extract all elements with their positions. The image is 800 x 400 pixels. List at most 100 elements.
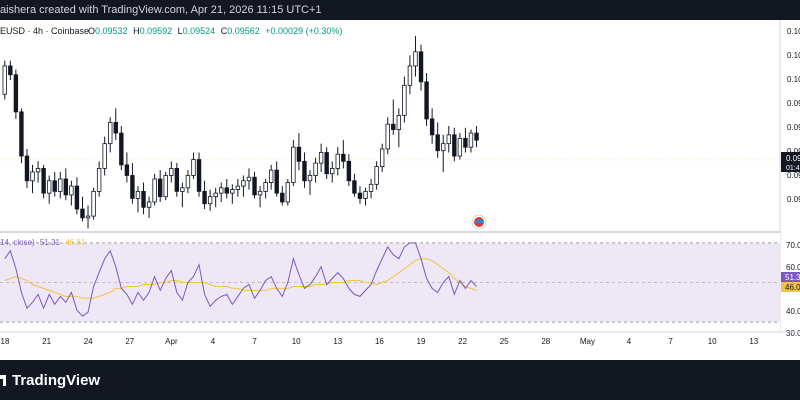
- candle: [413, 35, 418, 77]
- chart-area[interactable]: EUSD · 4h · Coinbase O0.09532 H0.09592 L…: [0, 20, 800, 360]
- time-axis-label: 4: [627, 337, 632, 346]
- legend-o-label: O: [88, 26, 95, 36]
- candle: [474, 126, 479, 148]
- candle-body-up: [30, 171, 35, 182]
- candle-body-up: [241, 180, 246, 187]
- legend-l-label: L: [178, 26, 183, 36]
- candle-body-up: [191, 159, 196, 176]
- candle-body-up: [468, 132, 474, 148]
- event-badge[interactable]: [471, 214, 487, 230]
- candle: [141, 182, 146, 215]
- candle: [357, 186, 363, 204]
- candle-body-down: [80, 208, 85, 219]
- tradingview-logo[interactable]: TradingView: [0, 368, 100, 392]
- candle-body-down: [357, 192, 363, 199]
- candle: [30, 164, 35, 194]
- legend-change: +0.00029 (+0.30%): [265, 26, 342, 36]
- rsi-current-label: 51.3: [785, 273, 800, 282]
- candle: [457, 133, 463, 160]
- candle-body-up: [108, 122, 113, 145]
- legend-c-value: 0.09562: [227, 26, 260, 36]
- candle: [163, 171, 168, 201]
- candle: [113, 108, 118, 141]
- rsi-legend: 14, close) 51.31 46.81: [0, 238, 86, 247]
- candle: [96, 161, 102, 197]
- footer-bar: [0, 360, 800, 400]
- candle: [19, 108, 24, 164]
- candle-body-down: [141, 190, 146, 208]
- candle: [85, 205, 91, 229]
- candle-body-up: [2, 65, 7, 95]
- legend-l-value: 0.09524: [183, 26, 216, 36]
- rsi-line: [4, 242, 477, 317]
- legend-symbol: EUSD · 4h · Coinbase: [0, 26, 89, 36]
- candle: [58, 171, 63, 199]
- candle: [230, 184, 235, 204]
- candle: [35, 161, 41, 183]
- candle-body-up: [413, 51, 418, 67]
- candle-body-down: [435, 134, 440, 152]
- candle: [91, 187, 96, 220]
- snapshot-caption: aishera created with TradingView.com, Ap…: [0, 0, 800, 20]
- candle: [213, 187, 218, 208]
- candle: [446, 126, 451, 153]
- candle-body-up: [446, 134, 451, 145]
- price-tick: 0.10: [787, 75, 800, 84]
- candle-body-up: [263, 182, 268, 192]
- rsi-axis-tick: 70.0: [786, 241, 800, 250]
- candle: [257, 186, 263, 208]
- time-axis-label: 28: [541, 337, 550, 346]
- price-axis[interactable]: 0.10 0.10 0.10 0.09 0.09 0.09 0.09 01:4 …: [781, 27, 800, 204]
- candle-body-up: [268, 169, 274, 183]
- candle: [268, 164, 274, 190]
- price-pane[interactable]: [0, 20, 780, 232]
- candle-body-down: [224, 187, 229, 194]
- candle: [429, 108, 435, 144]
- candle-body-down: [452, 134, 457, 157]
- candle: [157, 170, 163, 202]
- time-axis-label: 10: [292, 337, 301, 346]
- candle-body-up: [169, 167, 174, 176]
- candle-body-down: [352, 180, 357, 194]
- candle: [63, 168, 69, 201]
- candle: [252, 171, 257, 199]
- candle-body-down: [302, 160, 307, 182]
- candle: [341, 140, 346, 169]
- candle-body-up: [180, 187, 185, 192]
- candle: [424, 73, 429, 126]
- legend-c-label: C: [221, 26, 228, 36]
- candle: [46, 175, 52, 204]
- candle-body-down: [463, 137, 468, 148]
- time-axis-label: 21: [42, 337, 51, 346]
- candle: [391, 99, 396, 135]
- legend-o-value: 0.09532: [95, 26, 128, 36]
- rsi-legend-value: 51.31: [40, 238, 61, 247]
- time-axis-label: 16: [375, 337, 384, 346]
- candle: [174, 163, 180, 197]
- price-tick: 0.09: [787, 123, 800, 132]
- rsi-legend-params: 14, close): [0, 238, 35, 247]
- chart-svg[interactable]: EUSD · 4h · Coinbase O0.09532 H0.09592 L…: [0, 20, 800, 360]
- price-tick: 0.09: [787, 99, 800, 108]
- candle-body-up: [257, 190, 263, 196]
- candle: [468, 129, 474, 153]
- time-axis-label: Apr: [165, 337, 178, 346]
- candle-body-up: [457, 137, 463, 157]
- time-axis-label: 19: [417, 337, 426, 346]
- candle-body-up: [213, 192, 218, 198]
- time-axis[interactable]: 18 21 24 27 Apr 4 7 10 13 16 19 22 25 28 May 4 7 10 13: [1, 337, 759, 346]
- candle: [24, 148, 30, 188]
- candle: [435, 122, 440, 158]
- candle-body-up: [396, 115, 402, 130]
- rsi-axis-tick: 40.0: [786, 307, 800, 316]
- candle: [102, 136, 107, 176]
- rsi-ma-line: [4, 258, 477, 299]
- candle: [385, 117, 390, 155]
- candle: [318, 143, 324, 172]
- candle: [463, 127, 468, 153]
- rsi-axis[interactable]: 70.0 60.0 50.0 40.0 30.0 51.3 46.0: [781, 241, 800, 338]
- candle-body-down: [418, 51, 424, 83]
- candle: [135, 186, 141, 213]
- candle: [313, 157, 318, 183]
- candle-body-down: [52, 180, 57, 192]
